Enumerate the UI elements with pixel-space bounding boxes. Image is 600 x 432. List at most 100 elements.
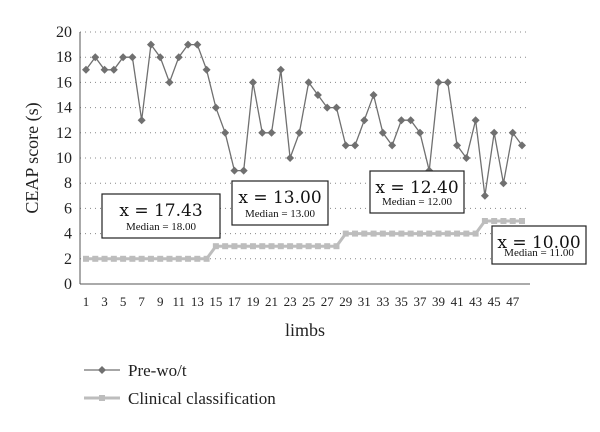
- y-tick-label: 12: [56, 125, 72, 142]
- x-tick-label: 23: [284, 294, 297, 309]
- data-point: [333, 243, 340, 250]
- data-point: [472, 230, 479, 237]
- data-point: [361, 230, 368, 237]
- data-point: [286, 154, 295, 162]
- data-point: [82, 65, 90, 74]
- annotation-median: Median = 11.00: [504, 247, 574, 259]
- data-point: [202, 65, 211, 74]
- y-tick-label: 10: [56, 150, 72, 167]
- x-tick-label: 3: [101, 294, 108, 309]
- data-point: [231, 243, 238, 250]
- data-point: [453, 141, 462, 150]
- data-point: [370, 230, 377, 237]
- data-point: [378, 128, 387, 137]
- series-clinical-classification: [83, 218, 525, 262]
- series-pre-wo-t: [82, 40, 526, 200]
- legend-marker: [99, 395, 105, 401]
- data-point: [296, 243, 303, 250]
- data-point: [444, 230, 451, 237]
- data-point: [267, 128, 276, 137]
- annotation-mean: x = 17.43: [119, 201, 202, 221]
- axes: [79, 32, 530, 285]
- data-point: [109, 65, 118, 74]
- data-point: [519, 218, 525, 224]
- data-point: [518, 141, 526, 150]
- data-point: [83, 255, 89, 262]
- x-tick-label: 11: [173, 294, 186, 309]
- y-tick-label: 20: [56, 24, 72, 41]
- data-point: [110, 255, 117, 262]
- x-tick-label: 37: [413, 294, 427, 309]
- annotation-frame: [491, 225, 587, 265]
- data-point: [100, 65, 109, 74]
- data-point: [398, 230, 405, 237]
- x-tick-label: 33: [376, 294, 389, 309]
- x-tick-label: 35: [395, 294, 408, 309]
- data-point: [268, 243, 275, 250]
- data-point: [249, 243, 256, 250]
- data-point: [174, 53, 183, 62]
- data-point: [221, 128, 230, 137]
- data-point: [313, 91, 322, 99]
- x-tick-label: 39: [432, 294, 445, 309]
- data-point: [434, 78, 443, 87]
- data-point: [258, 128, 267, 137]
- data-point: [277, 243, 284, 250]
- data-point: [304, 78, 313, 87]
- data-point: [120, 255, 127, 262]
- data-point: [454, 230, 461, 237]
- data-point: [351, 141, 360, 150]
- data-point: [295, 128, 304, 137]
- data-point: [165, 78, 174, 87]
- y-tick-labels: 0 2 4 6 8 10 12 14 16 18 20: [56, 24, 72, 293]
- x-tick-label: 7: [138, 294, 145, 309]
- data-point: [147, 255, 154, 262]
- y-tick-label: 0: [64, 276, 72, 293]
- x-tick-label: 43: [469, 294, 482, 309]
- data-point: [287, 243, 294, 250]
- data-point: [471, 116, 480, 125]
- y-axis-title: CEAP score (s): [22, 102, 43, 213]
- data-point: [323, 103, 332, 112]
- data-point: [203, 255, 210, 262]
- data-point: [101, 255, 108, 262]
- annotation-frame: [101, 193, 221, 239]
- x-tick-label: 45: [488, 294, 501, 309]
- data-point: [480, 191, 489, 200]
- data-point: [128, 53, 137, 62]
- data-point: [211, 103, 220, 112]
- x-tick-label: 21: [265, 294, 278, 309]
- data-point: [230, 166, 239, 175]
- annotation-frame: [369, 170, 465, 214]
- x-tick-label: 47: [506, 294, 520, 309]
- data-point: [166, 255, 173, 262]
- y-tick-label: 2: [64, 251, 72, 268]
- data-point: [379, 230, 386, 237]
- data-point: [248, 78, 257, 87]
- data-point: [352, 230, 359, 237]
- x-tick-label: 9: [157, 294, 164, 309]
- data-point: [137, 116, 146, 125]
- data-point: [426, 230, 433, 237]
- x-tick-label: 15: [209, 294, 222, 309]
- data-point: [184, 40, 193, 49]
- data-point: [324, 243, 331, 250]
- data-point: [193, 40, 202, 49]
- data-point: [276, 65, 285, 74]
- data-point: [499, 179, 508, 188]
- annotation-mean: x = 10.00: [497, 233, 580, 253]
- data-point: [92, 255, 99, 262]
- data-point: [341, 141, 350, 150]
- data-point: [175, 255, 182, 262]
- x-tick-label: 13: [191, 294, 204, 309]
- data-point: [157, 255, 164, 262]
- data-point: [119, 53, 128, 62]
- data-point: [185, 255, 192, 262]
- legend-label: Clinical classification: [128, 389, 276, 408]
- y-tick-label: 14: [56, 100, 72, 117]
- x-axis-title: limbs: [285, 320, 325, 340]
- y-tick-label: 16: [56, 74, 72, 91]
